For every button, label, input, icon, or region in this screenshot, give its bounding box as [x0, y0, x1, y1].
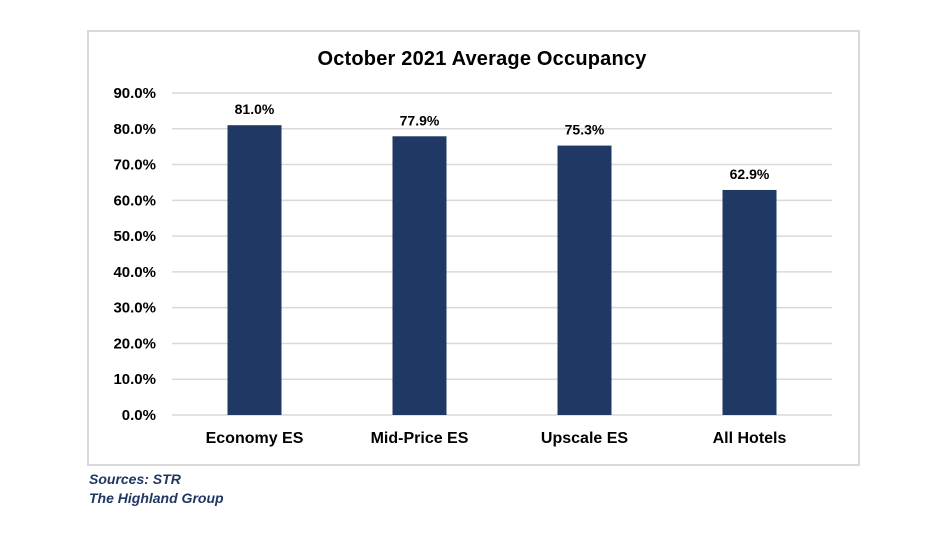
bar: [227, 125, 282, 415]
y-tick-label: 90.0%: [113, 85, 156, 102]
y-tick-label: 0.0%: [122, 407, 156, 424]
bars: [227, 125, 777, 416]
bar: [392, 136, 447, 415]
y-tick-label: 10.0%: [113, 371, 156, 388]
sources-note: Sources: STR The Highland Group: [89, 470, 224, 508]
y-tick-label: 20.0%: [113, 335, 156, 352]
category-label: Upscale ES: [541, 430, 628, 447]
bar: [557, 145, 612, 416]
category-label: Economy ES: [206, 430, 304, 447]
y-tick-label: 60.0%: [113, 192, 156, 209]
y-tick-label: 40.0%: [113, 264, 156, 281]
gridlines: [172, 92, 832, 416]
category-label: Mid-Price ES: [371, 430, 469, 447]
sources-line-2: The Highland Group: [89, 490, 224, 506]
sources-line-1: Sources: STR: [89, 471, 181, 487]
y-tick-label: 30.0%: [113, 300, 156, 317]
y-tick-label: 80.0%: [113, 121, 156, 138]
y-tick-label: 70.0%: [113, 157, 156, 174]
chart-title: October 2021 Average Occupancy: [317, 48, 647, 70]
category-label: All Hotels: [713, 430, 787, 447]
data-labels: 81.0% 77.9% 75.3% 62.9%: [235, 101, 770, 182]
data-label: 77.9%: [400, 112, 440, 128]
y-axis-tick-labels: 0.0% 10.0% 20.0% 30.0% 40.0% 50.0% 60.0% 70.0% 8…: [113, 85, 156, 424]
x-axis-category-labels: Economy ES Mid-Price ES Upscale ES All Hote…: [206, 430, 787, 447]
bar: [722, 189, 777, 415]
data-label: 62.9%: [730, 166, 770, 182]
y-tick-label: 50.0%: [113, 228, 156, 245]
data-label: 75.3%: [565, 122, 605, 138]
data-label: 81.0%: [235, 101, 275, 117]
